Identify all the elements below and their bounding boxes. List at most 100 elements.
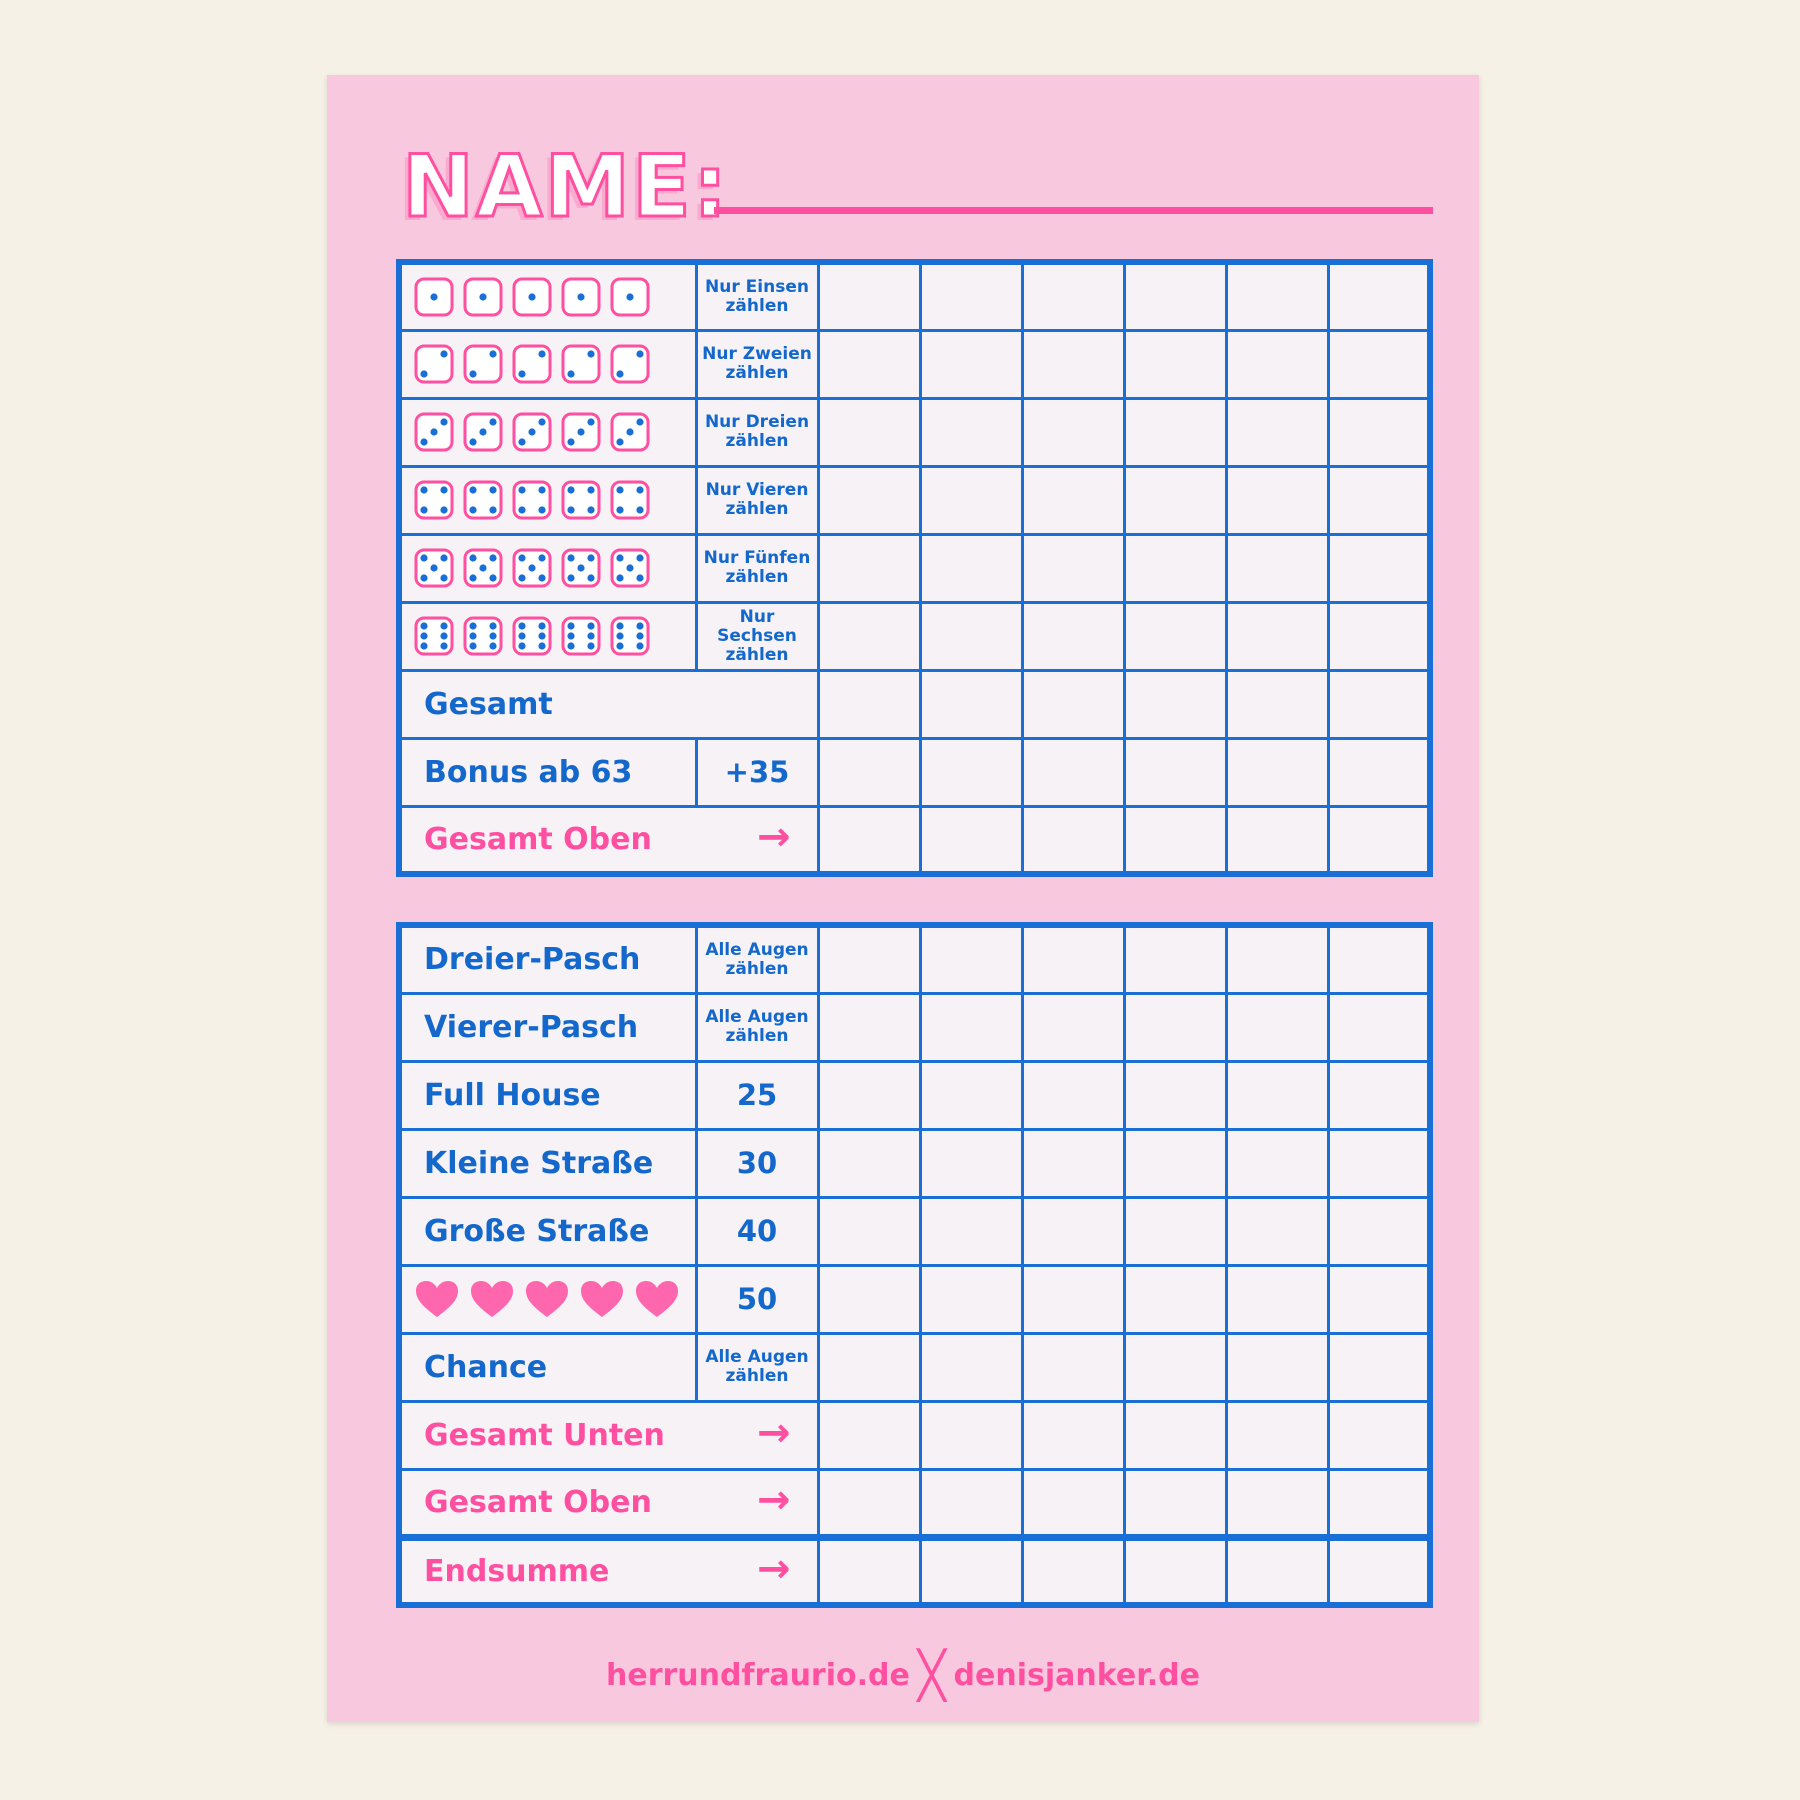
score-cell[interactable] bbox=[816, 991, 922, 1063]
score-cell[interactable] bbox=[1224, 1533, 1330, 1607]
score-cell[interactable] bbox=[1326, 532, 1432, 604]
name-field-line[interactable] bbox=[714, 207, 1433, 214]
score-cell[interactable] bbox=[1224, 396, 1330, 468]
score-cell[interactable] bbox=[1122, 600, 1228, 672]
score-cell[interactable] bbox=[1122, 736, 1228, 808]
score-cell[interactable] bbox=[1326, 1467, 1432, 1539]
score-cell[interactable] bbox=[1326, 736, 1432, 808]
score-cell[interactable] bbox=[1122, 1263, 1228, 1335]
score-cell[interactable] bbox=[1326, 804, 1432, 876]
score-cell[interactable] bbox=[816, 923, 922, 995]
score-cell[interactable] bbox=[1122, 260, 1228, 332]
score-cell[interactable] bbox=[1020, 736, 1126, 808]
score-cell[interactable] bbox=[1326, 1059, 1432, 1131]
score-cell[interactable] bbox=[1326, 260, 1432, 332]
score-cell[interactable] bbox=[1020, 668, 1126, 740]
score-cell[interactable] bbox=[1224, 532, 1330, 604]
score-cell[interactable] bbox=[918, 1059, 1024, 1131]
score-cell[interactable] bbox=[1326, 1263, 1432, 1335]
score-cell[interactable] bbox=[1122, 1195, 1228, 1267]
score-cell[interactable] bbox=[1020, 1533, 1126, 1607]
score-cell[interactable] bbox=[1020, 600, 1126, 672]
score-cell[interactable] bbox=[1224, 1399, 1330, 1471]
score-cell[interactable] bbox=[1326, 991, 1432, 1063]
score-cell[interactable] bbox=[1224, 260, 1330, 332]
score-cell[interactable] bbox=[816, 1059, 922, 1131]
score-cell[interactable] bbox=[1020, 1331, 1126, 1403]
score-cell[interactable] bbox=[1020, 1399, 1126, 1471]
score-cell[interactable] bbox=[1326, 1533, 1432, 1607]
score-cell[interactable] bbox=[1122, 532, 1228, 604]
score-cell[interactable] bbox=[918, 1127, 1024, 1199]
score-cell[interactable] bbox=[1020, 1195, 1126, 1267]
score-cell[interactable] bbox=[1020, 464, 1126, 536]
score-cell[interactable] bbox=[816, 260, 922, 332]
score-cell[interactable] bbox=[1122, 396, 1228, 468]
score-cell[interactable] bbox=[1224, 991, 1330, 1063]
score-cell[interactable] bbox=[918, 532, 1024, 604]
score-cell[interactable] bbox=[1020, 1059, 1126, 1131]
score-cell[interactable] bbox=[1020, 923, 1126, 995]
score-cell[interactable] bbox=[1326, 1331, 1432, 1403]
score-cell[interactable] bbox=[816, 328, 922, 400]
score-cell[interactable] bbox=[1122, 328, 1228, 400]
score-cell[interactable] bbox=[918, 396, 1024, 468]
score-cell[interactable] bbox=[918, 1331, 1024, 1403]
score-cell[interactable] bbox=[816, 464, 922, 536]
score-cell[interactable] bbox=[1122, 1059, 1228, 1131]
score-cell[interactable] bbox=[1326, 1195, 1432, 1267]
score-cell[interactable] bbox=[918, 1195, 1024, 1267]
score-cell[interactable] bbox=[1122, 464, 1228, 536]
score-cell[interactable] bbox=[1326, 464, 1432, 536]
score-cell[interactable] bbox=[816, 668, 922, 740]
score-cell[interactable] bbox=[1122, 804, 1228, 876]
score-cell[interactable] bbox=[1020, 328, 1126, 400]
score-cell[interactable] bbox=[1020, 532, 1126, 604]
score-cell[interactable] bbox=[1020, 396, 1126, 468]
score-cell[interactable] bbox=[1122, 923, 1228, 995]
score-cell[interactable] bbox=[1122, 991, 1228, 1063]
score-cell[interactable] bbox=[1020, 1263, 1126, 1335]
score-cell[interactable] bbox=[1020, 991, 1126, 1063]
score-cell[interactable] bbox=[918, 1263, 1024, 1335]
score-cell[interactable] bbox=[1020, 260, 1126, 332]
score-cell[interactable] bbox=[1122, 668, 1228, 740]
score-cell[interactable] bbox=[816, 532, 922, 604]
score-cell[interactable] bbox=[1224, 736, 1330, 808]
score-cell[interactable] bbox=[816, 1195, 922, 1267]
score-cell[interactable] bbox=[1224, 1263, 1330, 1335]
score-cell[interactable] bbox=[1122, 1399, 1228, 1471]
score-cell[interactable] bbox=[1122, 1533, 1228, 1607]
score-cell[interactable] bbox=[1326, 923, 1432, 995]
score-cell[interactable] bbox=[816, 1399, 922, 1471]
score-cell[interactable] bbox=[1224, 923, 1330, 995]
score-cell[interactable] bbox=[816, 396, 922, 468]
score-cell[interactable] bbox=[1224, 668, 1330, 740]
score-cell[interactable] bbox=[918, 1467, 1024, 1539]
score-cell[interactable] bbox=[918, 736, 1024, 808]
score-cell[interactable] bbox=[1224, 1331, 1330, 1403]
score-cell[interactable] bbox=[918, 260, 1024, 332]
footer-left-link[interactable]: herrundfraurio.de bbox=[606, 1658, 910, 1693]
score-cell[interactable] bbox=[918, 668, 1024, 740]
score-cell[interactable] bbox=[918, 1399, 1024, 1471]
score-cell[interactable] bbox=[1224, 600, 1330, 672]
score-cell[interactable] bbox=[918, 1533, 1024, 1607]
score-cell[interactable] bbox=[1122, 1467, 1228, 1539]
score-cell[interactable] bbox=[816, 600, 922, 672]
score-cell[interactable] bbox=[1122, 1331, 1228, 1403]
score-cell[interactable] bbox=[1020, 1127, 1126, 1199]
footer-right-link[interactable]: denisjanker.de bbox=[953, 1658, 1200, 1693]
score-cell[interactable] bbox=[1326, 328, 1432, 400]
score-cell[interactable] bbox=[816, 1467, 922, 1539]
score-cell[interactable] bbox=[816, 804, 922, 876]
score-cell[interactable] bbox=[1020, 804, 1126, 876]
score-cell[interactable] bbox=[1326, 1399, 1432, 1471]
score-cell[interactable] bbox=[816, 1533, 922, 1607]
score-cell[interactable] bbox=[1224, 464, 1330, 536]
score-cell[interactable] bbox=[918, 804, 1024, 876]
score-cell[interactable] bbox=[816, 1127, 922, 1199]
score-cell[interactable] bbox=[918, 991, 1024, 1063]
score-cell[interactable] bbox=[1224, 328, 1330, 400]
score-cell[interactable] bbox=[1224, 1467, 1330, 1539]
